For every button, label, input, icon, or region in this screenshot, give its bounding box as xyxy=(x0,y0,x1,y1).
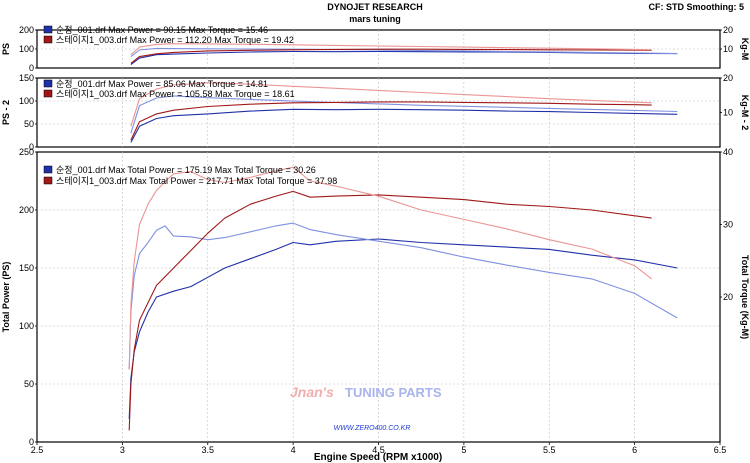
legend-swatch xyxy=(43,79,53,88)
legend-swatch xyxy=(43,176,53,185)
y-axis-label: PS - 2 xyxy=(1,100,11,125)
y-tick-label: 200 xyxy=(19,205,34,215)
y-right-tick-label: 20 xyxy=(723,25,733,35)
series-line-torque xyxy=(130,43,652,56)
x-tick-label: 2.5 xyxy=(31,445,44,455)
series-line-torque xyxy=(130,95,678,134)
header-subtitle: mars tuning xyxy=(349,14,401,24)
x-tick-label: 5.5 xyxy=(543,445,556,455)
legend-entry: 스테이지1_003.drf Max Power = 105.58 Max Tor… xyxy=(56,89,295,99)
y-tick-label: 200 xyxy=(19,25,34,35)
watermark-logo: Jnan's TUNING PARTS WWW.ZERO400.CO.KR xyxy=(290,384,442,432)
y-tick-label: 150 xyxy=(19,263,34,273)
series-line-total_power xyxy=(128,238,678,419)
y-tick-label: 0 xyxy=(29,63,34,73)
y-axis-label: Total Power (PS) xyxy=(1,262,11,333)
x-tick-label: 4.5 xyxy=(372,445,385,455)
legend-entry: 스테이지1_003.drf Max Power = 112.20 Max Tor… xyxy=(56,35,294,45)
panel-main: 0 50 100 150 200 250 20 30 40 Total Power (PS) Tot… xyxy=(1,147,750,463)
y-tick-label: 50 xyxy=(24,379,34,389)
legend-entry: 스테이지1_003.drf Max Total Power = 217.71 M… xyxy=(56,176,337,186)
y-right-axis-label: Kg-M - 2 xyxy=(740,95,750,131)
legend-swatch xyxy=(43,35,53,44)
y-tick-label: 150 xyxy=(19,73,34,83)
y-axis-label: PS xyxy=(1,43,11,55)
x-tick-label: 5 xyxy=(461,445,466,455)
x-tick-label: 3 xyxy=(120,445,125,455)
legend-swatch xyxy=(43,165,53,174)
y-tick-label: 100 xyxy=(19,44,34,54)
series-line-total_torque xyxy=(128,166,653,370)
y-right-axis-label: Kg-M xyxy=(740,38,750,61)
header-settings: CF: STD Smoothing: 5 xyxy=(648,2,745,12)
x-tick-label: 4 xyxy=(291,445,296,455)
series-line-total_torque xyxy=(128,222,678,370)
watermark-url: WWW.ZERO400.CO.KR xyxy=(334,425,411,432)
legend-entry: 순정_001.drf Max Power = 85.06 Max Torque … xyxy=(56,79,268,89)
series-line-total_power xyxy=(128,190,652,431)
y-right-tick-label: 10 xyxy=(723,108,733,118)
watermark-brand: TUNING PARTS xyxy=(345,385,442,400)
y-tick-label: 0 xyxy=(29,437,34,447)
legend-entry: 순정_001.drf Max Power = 90.15 Max Torque … xyxy=(56,25,268,35)
y-right-axis-label: Total Torque (Kg-M) xyxy=(740,255,750,339)
series-line-power xyxy=(130,108,678,143)
panel-middle: 0 50 100 150 10 20 PS - 2 Kg-M - 2 순정_001.drf Ma… xyxy=(1,73,750,152)
series-line-torque xyxy=(130,82,652,127)
legend-entry: 순정_001.drf Max Total Power = 175.19 Max … xyxy=(56,165,316,175)
x-tick-label: 3.5 xyxy=(201,445,214,455)
series-line-power xyxy=(130,101,652,141)
y-tick-label: 100 xyxy=(19,96,34,106)
legend-swatch xyxy=(43,89,53,98)
y-tick-label: 0 xyxy=(29,142,34,152)
y-tick-label: 100 xyxy=(19,321,34,331)
y-tick-label: 250 xyxy=(19,147,34,157)
y-right-tick-label: 20 xyxy=(723,73,733,83)
y-right-tick-label: 20 xyxy=(723,292,733,302)
x-axis-label: Engine Speed (RPM x1000) xyxy=(314,452,442,463)
y-right-tick-label: 30 xyxy=(723,220,733,230)
header-title: DYNOJET RESEARCH xyxy=(327,2,423,12)
x-tick-label: 6.5 xyxy=(714,445,727,455)
x-tick-label: 6 xyxy=(632,445,637,455)
series-line-power xyxy=(130,48,652,64)
y-right-tick-label: 40 xyxy=(723,147,733,157)
legend-swatch xyxy=(43,25,53,34)
y-right-tick-label: 10 xyxy=(723,44,733,54)
y-tick-label: 50 xyxy=(24,119,34,129)
watermark-script: Jnan's xyxy=(290,384,334,400)
panel-top: 0 100 200 10 20 PS Kg-M 순정_001.drf Max Power = … xyxy=(1,25,750,73)
